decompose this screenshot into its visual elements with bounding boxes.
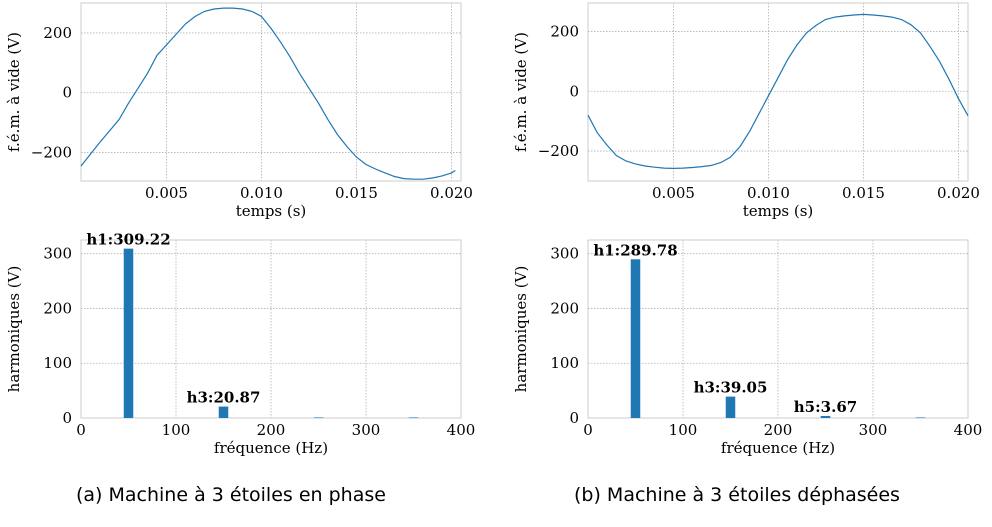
chart2-bar — [408, 417, 419, 419]
chart2-xtick-label: 300 — [352, 421, 381, 439]
chart3-ytick-label: 300 — [550, 245, 579, 263]
chart0-series-line — [80, 7, 456, 180]
caption-a: (a) Machine à 3 étoiles en phase — [76, 484, 386, 506]
chart1-xtick-label: 0.010 — [747, 184, 790, 202]
chart3-xtick-label: 200 — [764, 421, 793, 439]
chart2-xtick-label: 200 — [257, 421, 286, 439]
chart0-ytick-label: 200 — [43, 24, 72, 42]
chart2-ylabel: harmoniques (V) — [5, 266, 23, 393]
chart2-data-label: h1:309.22 — [86, 231, 170, 249]
chart1-xtick-label: 0.020 — [937, 184, 980, 202]
chart3-xtick-label: 100 — [669, 421, 698, 439]
chart1-frame — [587, 2, 969, 182]
chart3-ytick-label: 100 — [550, 354, 579, 372]
chart3-data-label: h1:289.78 — [593, 241, 677, 259]
chart0-xtick-label: 0.015 — [335, 184, 378, 202]
chart3-ytick-label: 0 — [569, 409, 579, 427]
chart2-xtick-label: 400 — [447, 421, 476, 439]
chart2-bar — [218, 406, 229, 418]
chart1-ytick-label: 200 — [550, 22, 579, 40]
chart0-xtick-label: 0.020 — [430, 184, 473, 202]
chart0-frame — [80, 2, 462, 182]
chart2-bar — [123, 248, 134, 418]
chart3-data-label: h5:3.67 — [794, 398, 857, 416]
chart3-ytick-label: 200 — [550, 299, 579, 317]
chart1-ytick-label: 0 — [569, 82, 579, 100]
chart0-ytick-label: −200 — [31, 144, 72, 162]
chart3-bar — [725, 396, 736, 418]
chart1-xtick-label: 0.005 — [652, 184, 695, 202]
chart0-ylabel: f.é.m. à vide (V) — [5, 32, 23, 152]
chart1-series-line — [587, 13, 969, 170]
chart3-xtick-label: 0 — [583, 421, 593, 439]
chart2-ytick-label: 0 — [62, 409, 72, 427]
chart0-xtick-label: 0.010 — [240, 184, 283, 202]
chart1-xlabel: temps (s) — [743, 202, 814, 220]
chart3-data-label: h3:39.05 — [694, 379, 768, 397]
chart2-xtick-label: 0 — [76, 421, 86, 439]
chart3-bar — [630, 259, 641, 418]
chart2-bar — [313, 417, 324, 419]
chart0-ytick-label: 0 — [62, 84, 72, 102]
chart3-ylabel: harmoniques (V) — [512, 266, 530, 393]
chart2-ytick-label: 100 — [43, 354, 72, 372]
chart3-frame — [587, 239, 969, 419]
chart1-ylabel: f.é.m. à vide (V) — [512, 32, 530, 152]
chart1-ytick-label: −200 — [538, 142, 579, 160]
chart2-data-label: h3:20.87 — [187, 389, 261, 407]
chart2-ytick-label: 200 — [43, 299, 72, 317]
chart3-xtick-label: 300 — [859, 421, 888, 439]
chart0-xtick-label: 0.005 — [145, 184, 188, 202]
chart3-xtick-label: 400 — [954, 421, 983, 439]
chart2-xtick-label: 100 — [162, 421, 191, 439]
chart1-xtick-label: 0.015 — [842, 184, 885, 202]
chart2-xlabel: fréquence (Hz) — [214, 439, 328, 457]
chart3-xlabel: fréquence (Hz) — [721, 439, 835, 457]
caption-b: (b) Machine à 3 étoiles déphasées — [574, 484, 900, 506]
chart2-ytick-label: 300 — [43, 245, 72, 263]
chart0-xlabel: temps (s) — [236, 202, 307, 220]
chart3-bar — [820, 415, 831, 418]
chart2-frame — [80, 239, 462, 419]
chart3-bar — [915, 417, 926, 419]
